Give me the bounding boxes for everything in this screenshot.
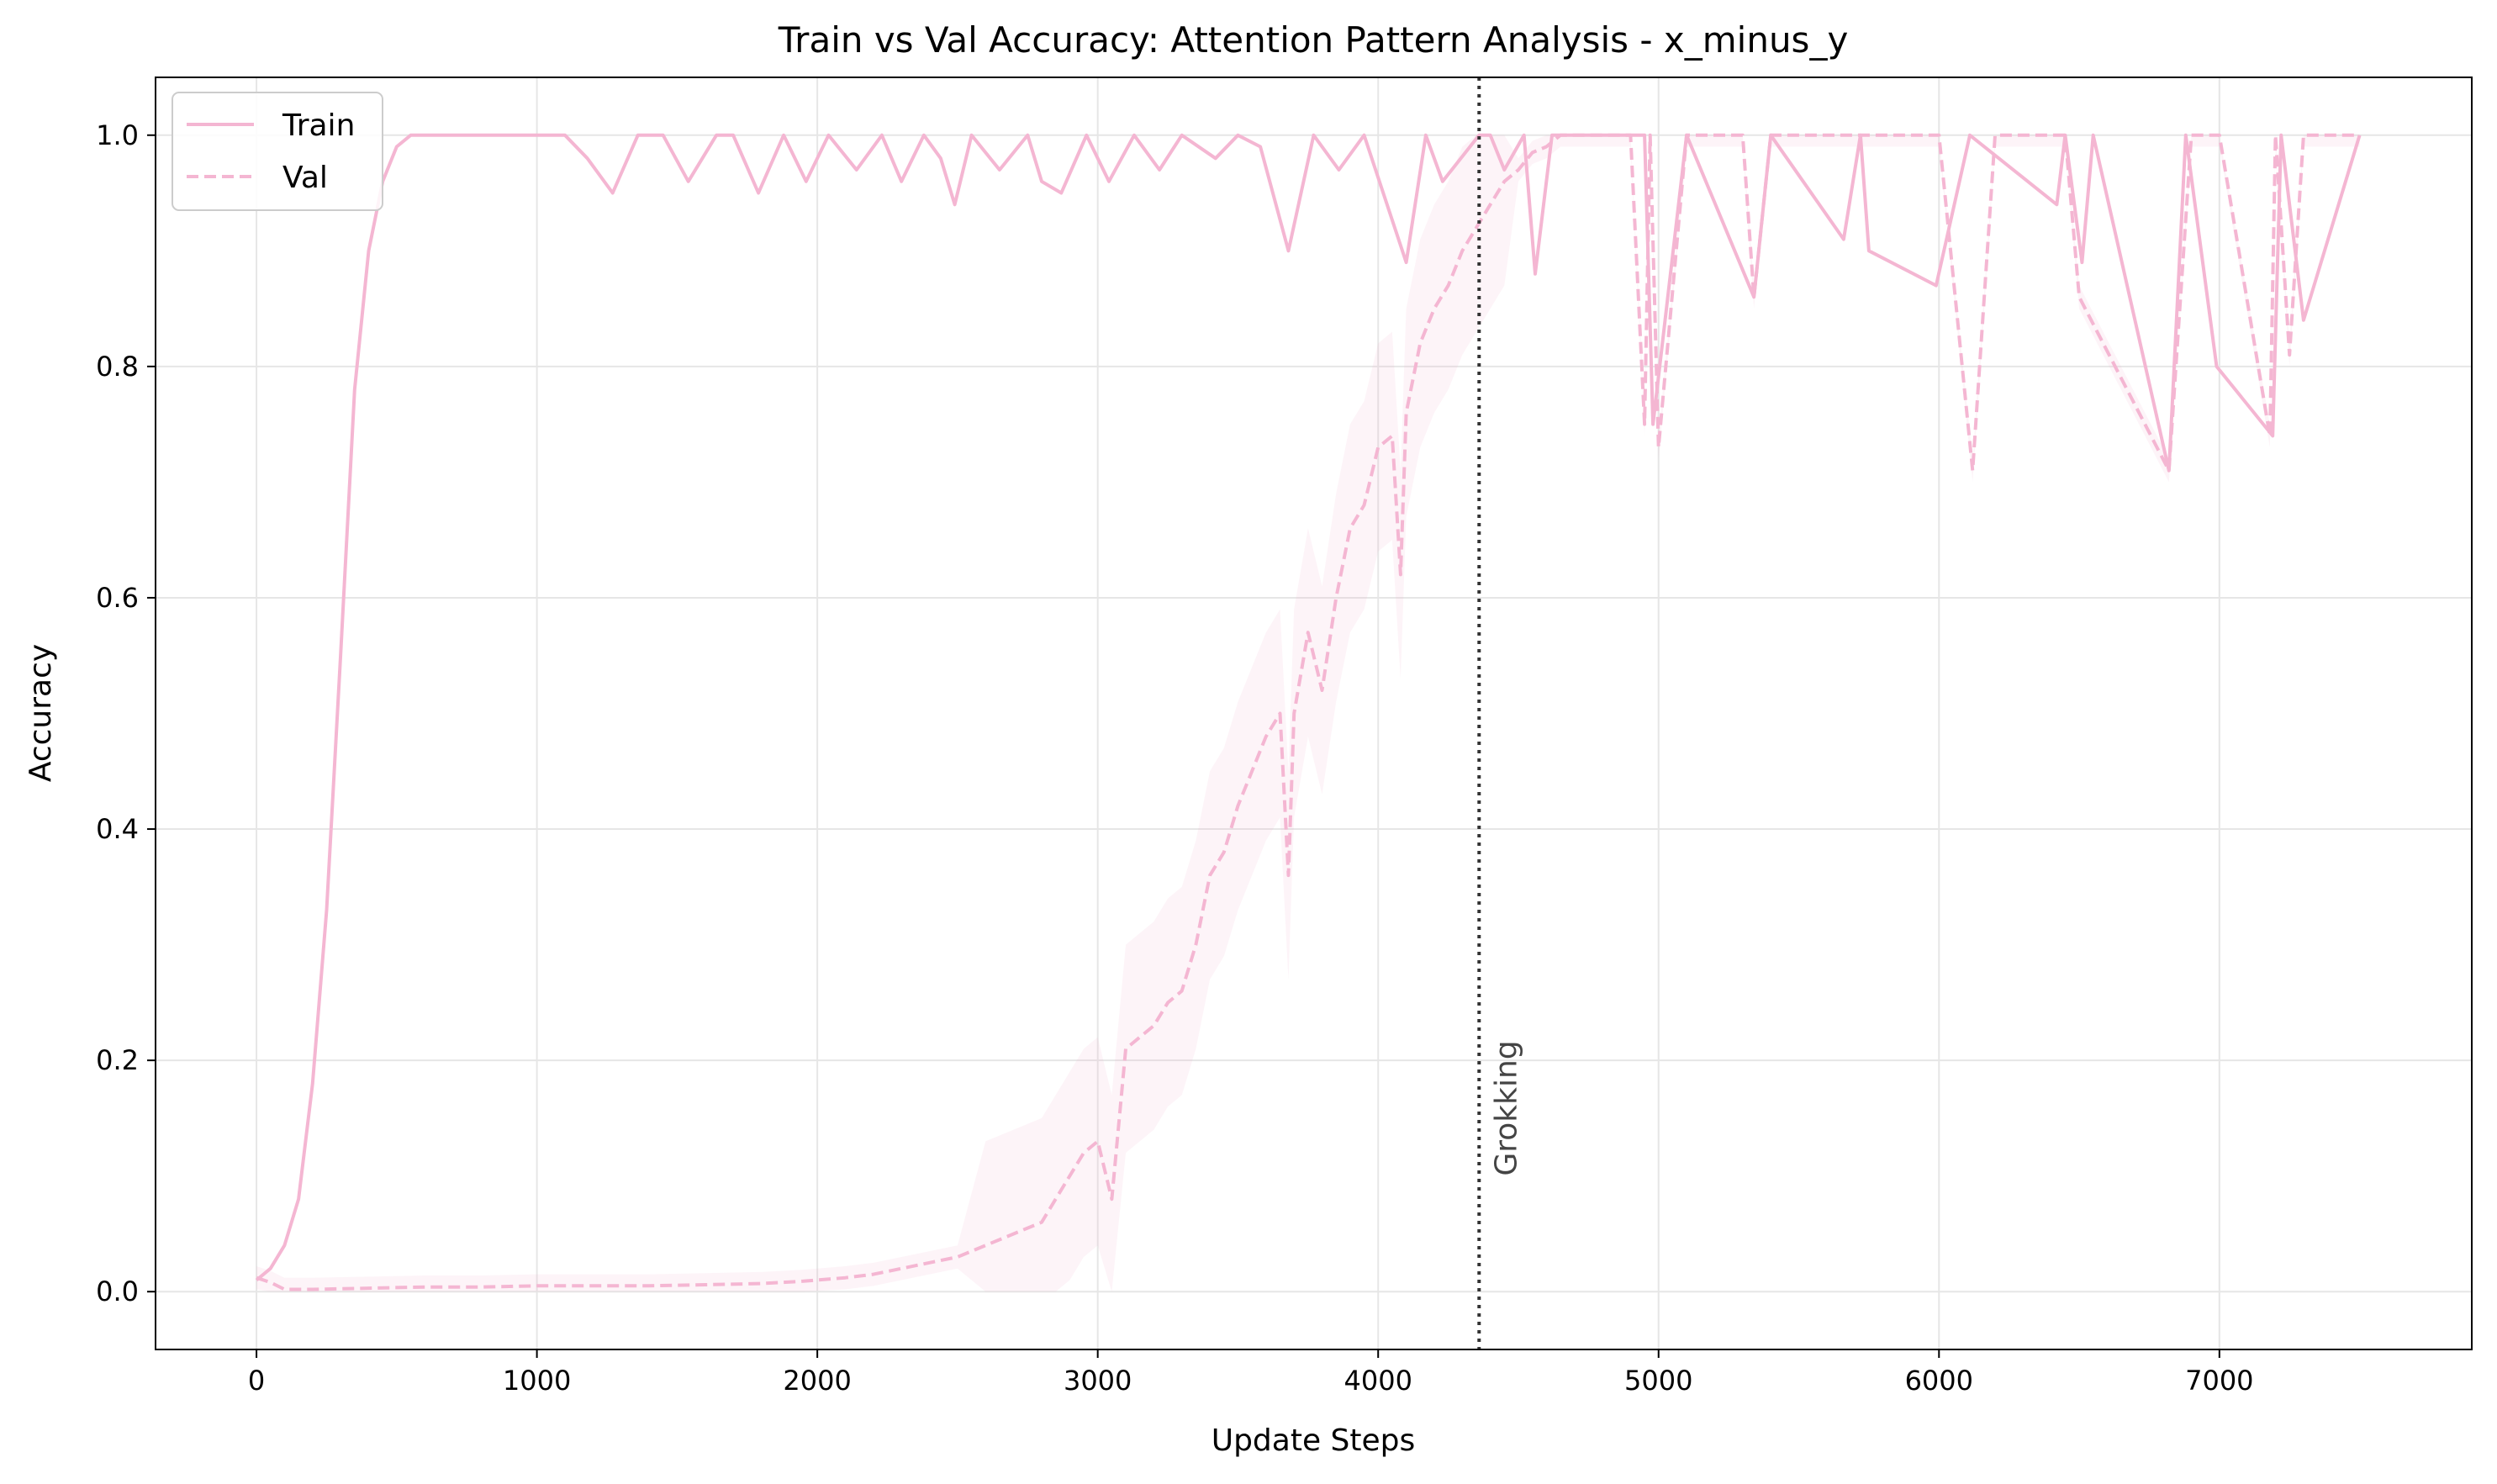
y-axis: 0.0 0.2 0.4 0.6 0.8 1.0 — [96, 119, 156, 1307]
y-tick-label: 0.6 — [96, 582, 139, 614]
legend: Train Val — [172, 92, 383, 211]
y-tick-label: 1.0 — [96, 119, 139, 151]
val-variance-band — [256, 135, 2360, 1292]
y-tick-label: 0.0 — [96, 1275, 139, 1307]
x-tick-label: 6000 — [1905, 1365, 1973, 1397]
variance-bands — [256, 135, 2360, 1292]
legend-box — [172, 92, 383, 211]
x-tick-label: 4000 — [1344, 1365, 1412, 1397]
y-axis-label: Accuracy — [24, 644, 58, 782]
x-axis: 0 1000 2000 3000 4000 5000 6000 7000 — [248, 1349, 2254, 1397]
x-tick-label: 3000 — [1064, 1365, 1132, 1397]
series-lines — [255, 133, 2362, 1291]
x-tick-label: 0 — [248, 1365, 265, 1397]
grokking-label: Grokking — [1489, 1040, 1523, 1175]
y-tick-label: 0.4 — [96, 813, 139, 845]
x-tick-label: 5000 — [1624, 1365, 1692, 1397]
series-line-train — [255, 133, 2362, 1282]
chart-title: Train vs Val Accuracy: Attention Pattern… — [778, 19, 1849, 61]
series-line-val — [256, 133, 2360, 1291]
x-tick-label: 2000 — [783, 1365, 851, 1397]
y-tick-label: 0.8 — [96, 351, 139, 383]
plot-frame — [155, 77, 2473, 1350]
legend-val-label: Val — [282, 161, 328, 195]
y-tick-label: 0.2 — [96, 1044, 139, 1076]
legend-train-label: Train — [282, 108, 355, 143]
x-tick-label: 1000 — [503, 1365, 571, 1397]
x-axis-label: Update Steps — [1212, 1423, 1416, 1458]
annotations: Grokking — [1477, 77, 1523, 1349]
x-tick-label: 7000 — [2185, 1365, 2253, 1397]
